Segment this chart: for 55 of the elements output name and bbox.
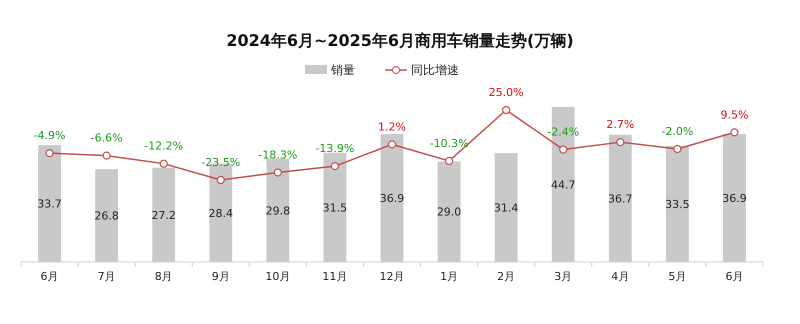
- data-label: -18.3%: [258, 148, 298, 162]
- data-label: 27.2: [151, 208, 176, 222]
- x-tick-label: 7月: [98, 270, 116, 283]
- data-label: -13.9%: [315, 142, 354, 156]
- point: [45, 149, 54, 158]
- point: [160, 160, 168, 168]
- x-tick-label: 12月: [380, 270, 404, 283]
- data-label: 31.5: [322, 201, 348, 214]
- data-label: 2.7%: [606, 118, 634, 132]
- point: [673, 144, 682, 154]
- data-label: -4.9%: [34, 129, 66, 142]
- point: [559, 145, 568, 154]
- legend-label: 同比增速: [411, 63, 459, 77]
- data-label: 29.8: [266, 204, 290, 218]
- x-tick-label: 11月: [322, 270, 348, 283]
- point: [388, 140, 396, 148]
- point: [616, 138, 624, 146]
- x-tick-label: 5月: [668, 270, 686, 283]
- data-label: 1.2%: [378, 120, 406, 134]
- data-label: 33.5: [665, 198, 690, 211]
- data-label: 31.4: [494, 202, 518, 215]
- data-label: 36.9: [380, 192, 404, 206]
- data-label: -6.6%: [90, 132, 123, 145]
- x-tick-label: 1月: [440, 270, 458, 283]
- point: [274, 168, 282, 177]
- point: [730, 128, 739, 136]
- chart-title: 2024年6月~2025年6月商用车销量走势(万辆): [226, 31, 574, 50]
- x-tick-label: 9月: [212, 270, 230, 283]
- data-label: 33.7: [37, 198, 62, 211]
- x-tick-label: 4月: [611, 270, 630, 283]
- x-tick-label: 6月: [40, 270, 59, 283]
- data-label: -10.3%: [430, 136, 469, 150]
- x-tick-label: 10月: [265, 270, 290, 283]
- data-label: 36.9: [722, 192, 747, 206]
- data-label: 9.5%: [720, 108, 748, 122]
- point: [102, 152, 111, 160]
- x-tick-label: 3月: [554, 270, 572, 283]
- x-tick-label: 8月: [154, 270, 173, 283]
- data-label: -2.0%: [661, 124, 694, 138]
- data-label: 26.8: [94, 210, 119, 223]
- data-label: 28.4: [208, 206, 234, 220]
- point: [330, 162, 340, 170]
- x-tick-label: 2月: [497, 270, 516, 283]
- point: [444, 156, 454, 166]
- point: [216, 176, 225, 184]
- x-tick-label: 6月: [725, 270, 744, 283]
- data-label: 44.7: [550, 178, 576, 192]
- data-label: -2.4%: [547, 126, 580, 139]
- legend-label: 销量: [330, 63, 355, 77]
- point: [502, 106, 510, 114]
- data-label: 29.0: [436, 206, 462, 219]
- data-label: 36.7: [608, 192, 633, 206]
- data-label: -12.2%: [144, 140, 184, 153]
- data-label: 25.0%: [488, 86, 524, 99]
- data-label: -23.5%: [201, 156, 240, 169]
